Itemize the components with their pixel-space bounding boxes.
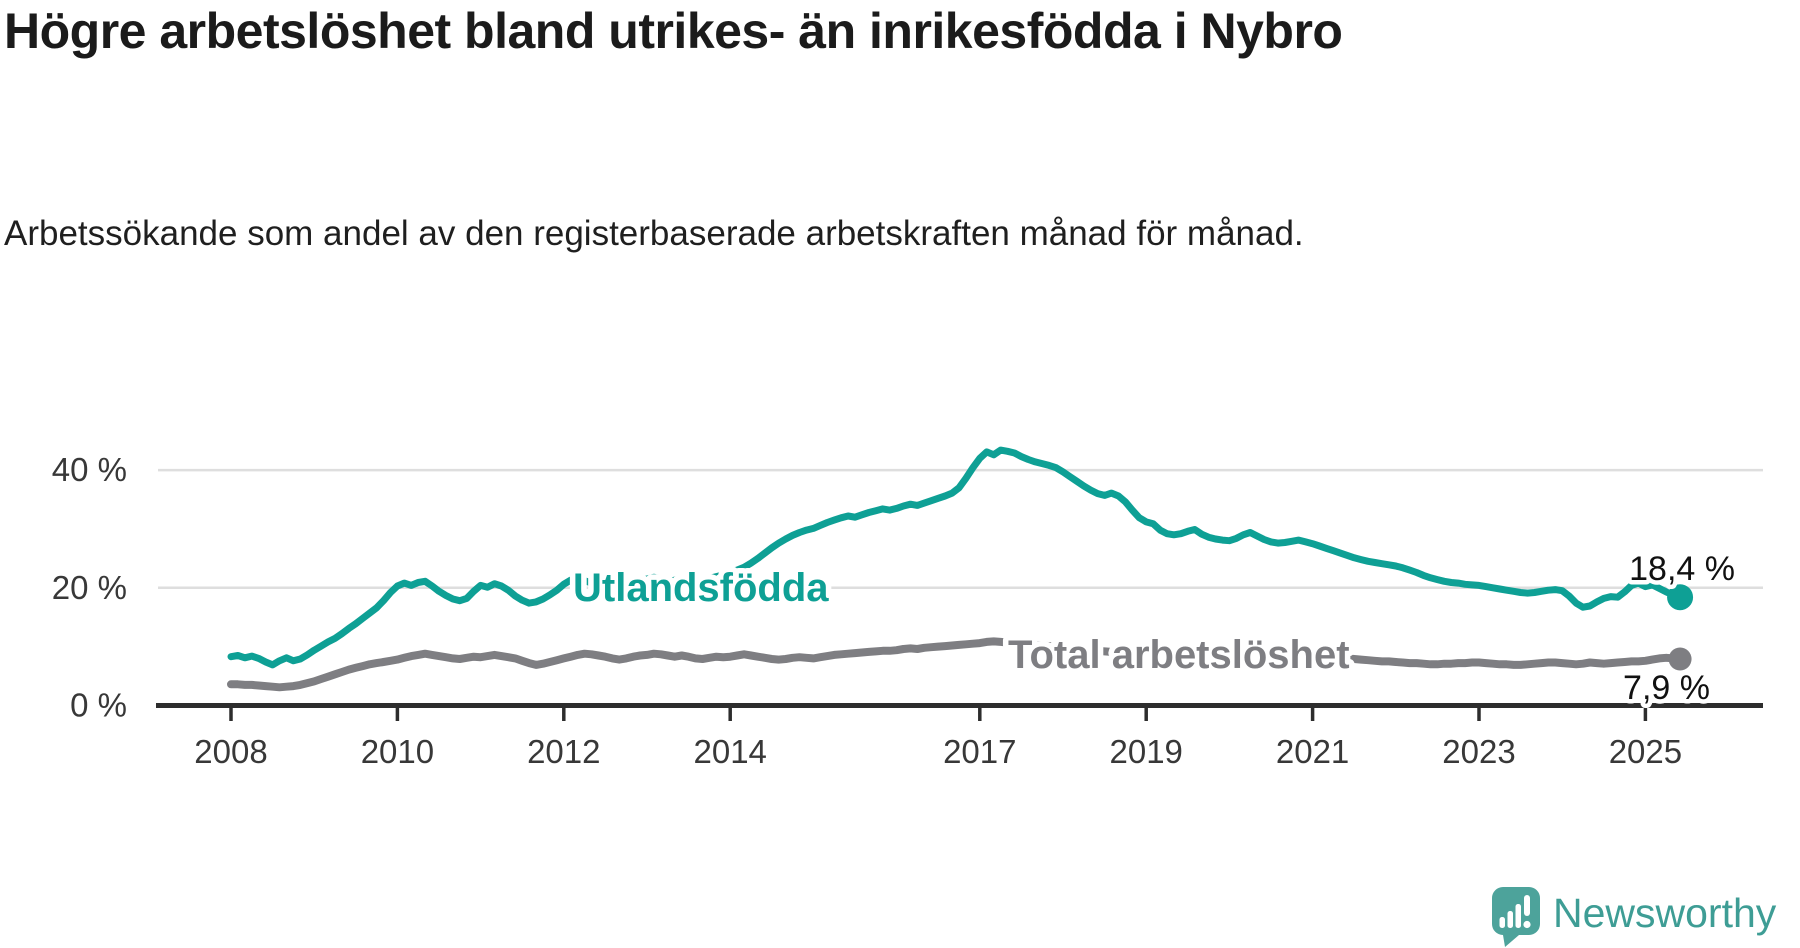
x-axis-label-2025: 2025: [1609, 733, 1682, 770]
end-value-label-utlandsfodda: 18,4 %: [1629, 550, 1735, 588]
x-axis-label-2019: 2019: [1109, 733, 1182, 770]
end-value-label-total-arbetsloshet: 7,9 %: [1623, 669, 1710, 707]
line-utlandsfodda: [227, 446, 1684, 669]
newsworthy-logo: Newsworthy: [1492, 887, 1777, 947]
x-axis-label-2008: 2008: [194, 733, 267, 770]
logo-exclamation-dot-icon: [1523, 920, 1531, 929]
page-subtitle: Arbetssökande som andel av den registerb…: [4, 214, 1304, 253]
y-axis-label-0: 0 %: [70, 687, 127, 724]
x-axis-label-2010: 2010: [361, 733, 434, 770]
axes: 0 % 20 % 40 % 2008 2010 2012 2014 2017 2019 2021 2…: [52, 451, 1763, 770]
logo-bar-short-icon: [1499, 917, 1505, 928]
logo-exclamation-stem-icon: [1524, 895, 1530, 916]
series-label-utlandsfodda: Utlandsfödda: [573, 566, 829, 610]
x-axis-label-2021: 2021: [1276, 733, 1349, 770]
x-axis-label-2014: 2014: [693, 733, 766, 770]
y-axis-label-40: 40 %: [52, 451, 127, 488]
logo-bar-medium-icon: [1507, 911, 1513, 928]
brand-name: Newsworthy: [1553, 890, 1777, 936]
chart-labels: Utlandsfödda 18,4 % Total arbetslöshet 7,9 …: [568, 546, 1740, 712]
data-series: [227, 446, 1694, 692]
x-axis-label-2012: 2012: [527, 733, 600, 770]
x-axis-label-2023: 2023: [1442, 733, 1515, 770]
page-title: Högre arbetslöshet bland utrikes- än inr…: [4, 3, 1343, 59]
series-label-total-arbetsloshet: Total arbetslöshet: [1008, 633, 1350, 677]
line-total-arbetsloshet: [227, 637, 1685, 692]
x-axis-label-2017: 2017: [943, 733, 1016, 770]
end-dot-utlandsfodda: [1667, 584, 1694, 611]
logo-bar-tall-icon: [1515, 904, 1521, 928]
y-axis-label-20: 20 %: [52, 569, 127, 606]
end-dot-total-arbetsloshet: [1668, 647, 1692, 671]
newsworthy-logo-icon: [1492, 887, 1540, 947]
